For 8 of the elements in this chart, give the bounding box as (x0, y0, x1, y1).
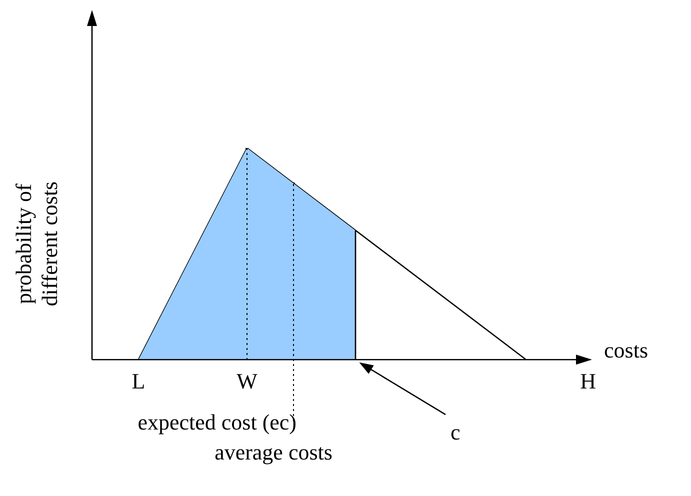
x-axis-title: costs (604, 338, 648, 363)
x-tick-label: H (580, 368, 596, 394)
text: expected cost (ec) (138, 410, 296, 435)
x-tick-label: L (132, 368, 146, 394)
y-axis-title: probability of different costs (10, 181, 62, 306)
x-tick-label: W (236, 368, 258, 394)
text: average costs (214, 440, 332, 465)
text: c (450, 420, 460, 445)
